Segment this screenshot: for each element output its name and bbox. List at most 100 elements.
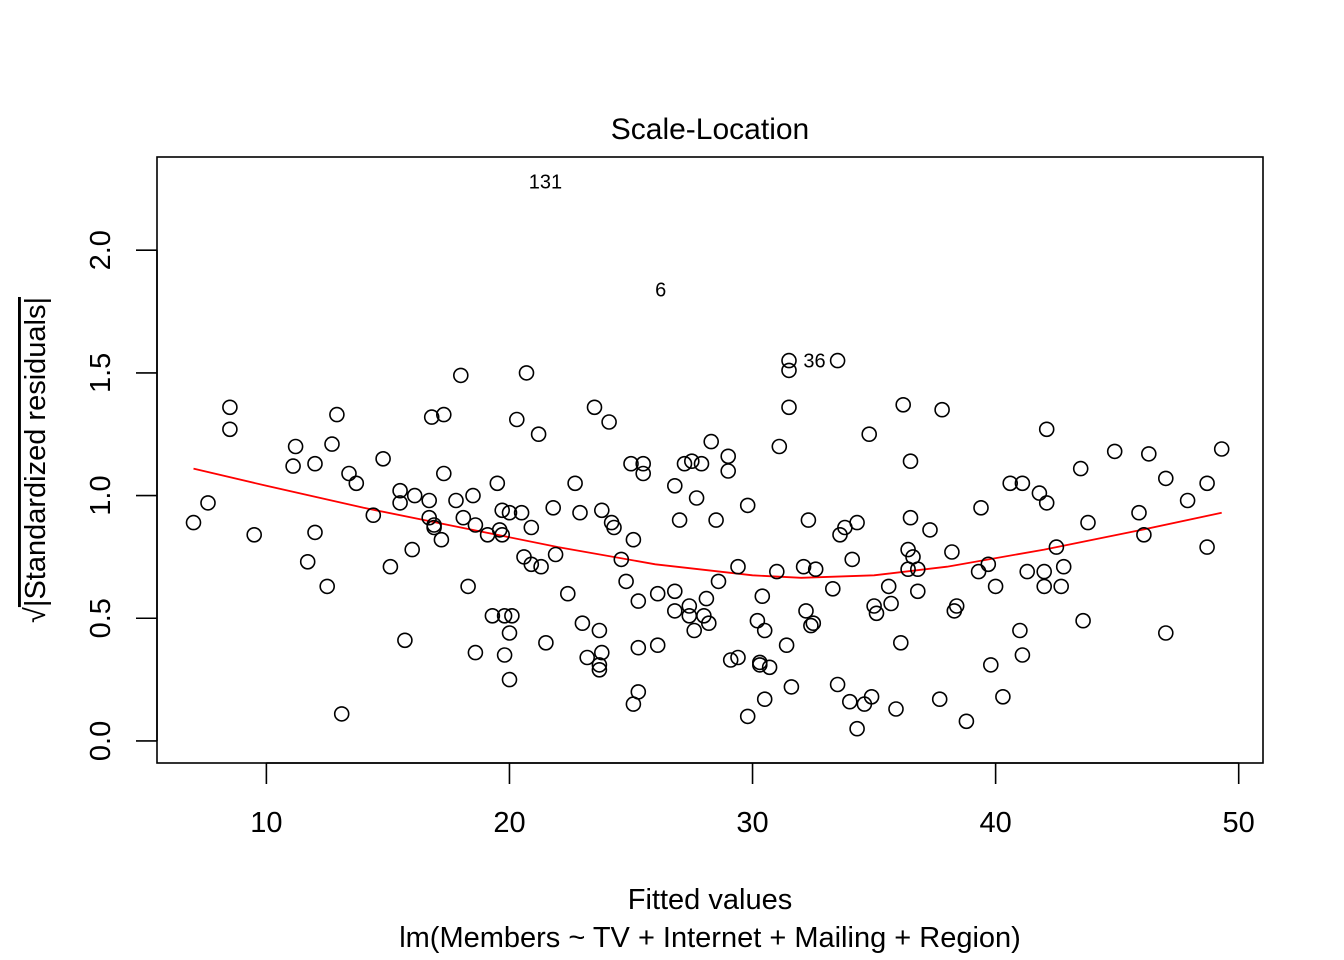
data-point xyxy=(635,455,652,472)
data-point xyxy=(559,585,576,602)
data-point xyxy=(666,477,683,494)
x-tick-label: 10 xyxy=(250,807,282,839)
data-point xyxy=(866,598,882,614)
data-point xyxy=(547,546,564,563)
data-point xyxy=(467,644,484,661)
data-point xyxy=(1055,558,1072,575)
x-tick-label: 40 xyxy=(979,807,1011,839)
chart-title: Scale-Location xyxy=(611,113,809,146)
data-point xyxy=(1213,441,1230,457)
data-point xyxy=(538,634,554,651)
data-point xyxy=(1014,475,1031,492)
y-tick-label: 2.0 xyxy=(85,230,117,270)
data-point xyxy=(504,607,520,624)
data-point xyxy=(681,598,698,614)
data-point xyxy=(1038,495,1055,511)
data-point xyxy=(754,588,771,605)
data-point xyxy=(341,465,357,482)
data-point xyxy=(948,598,965,614)
scatter-points xyxy=(185,352,1230,737)
data-point xyxy=(433,531,450,548)
data-point xyxy=(465,487,481,504)
data-point xyxy=(688,490,705,506)
data-point xyxy=(649,637,666,654)
data-point xyxy=(681,607,698,624)
x-tick-label: 30 xyxy=(736,807,768,839)
data-point xyxy=(1158,470,1174,487)
data-point xyxy=(501,671,518,688)
data-point xyxy=(630,593,647,609)
data-point xyxy=(970,563,987,580)
data-point xyxy=(397,632,413,649)
data-point xyxy=(1080,514,1096,531)
data-point xyxy=(756,622,773,639)
point-label: 131 xyxy=(529,172,562,194)
data-point xyxy=(931,691,948,708)
data-point xyxy=(452,367,469,384)
data-point xyxy=(888,701,904,717)
data-point xyxy=(1012,622,1028,639)
data-point xyxy=(601,414,617,430)
data-point xyxy=(730,558,746,575)
data-point xyxy=(574,615,591,632)
data-point xyxy=(319,578,336,595)
data-point xyxy=(545,499,562,516)
data-point xyxy=(720,448,737,465)
data-point xyxy=(805,615,822,632)
data-point xyxy=(392,482,408,499)
data-point xyxy=(1019,563,1035,580)
y-axis-label-text: |Standardized residuals| xyxy=(20,297,52,607)
data-point xyxy=(591,622,608,639)
data-point xyxy=(666,603,683,619)
data-point xyxy=(739,708,756,725)
data-point xyxy=(1036,578,1052,595)
data-point xyxy=(934,401,950,418)
data-point xyxy=(824,580,841,597)
data-point xyxy=(666,583,683,600)
data-point xyxy=(501,504,518,521)
data-point xyxy=(246,526,262,543)
data-point xyxy=(513,504,530,521)
data-point xyxy=(299,553,316,570)
data-point xyxy=(739,497,756,514)
x-axis: 10 20 30 40 50 xyxy=(250,762,1255,839)
smooth-trend-line xyxy=(193,467,1222,579)
data-point xyxy=(982,657,999,673)
data-point xyxy=(567,475,583,492)
data-point xyxy=(333,706,350,722)
data-point xyxy=(756,691,773,708)
data-point xyxy=(496,647,513,663)
sqrt-symbol: √ xyxy=(20,607,52,623)
data-point xyxy=(630,639,647,656)
data-point xyxy=(324,436,340,452)
data-point xyxy=(958,713,975,730)
data-point xyxy=(518,365,535,381)
data-point xyxy=(803,617,819,634)
data-point xyxy=(455,509,472,526)
data-point xyxy=(844,551,861,568)
data-point xyxy=(902,509,919,526)
data-point xyxy=(909,561,926,578)
data-point xyxy=(533,558,549,575)
data-point xyxy=(751,657,768,673)
data-point xyxy=(880,578,897,595)
data-point xyxy=(572,504,588,521)
data-point xyxy=(460,578,476,595)
data-point xyxy=(883,595,899,612)
data-point xyxy=(868,605,885,622)
point-label: 6 xyxy=(655,279,666,301)
data-point xyxy=(467,517,484,533)
data-point xyxy=(863,688,880,705)
data-point xyxy=(1075,612,1091,629)
data-point xyxy=(1002,475,1019,492)
data-point xyxy=(1179,492,1196,509)
data-point xyxy=(591,657,608,673)
data-point xyxy=(730,649,746,666)
data-point xyxy=(435,406,452,423)
x-axis-label: Fitted values xyxy=(628,884,792,916)
data-point xyxy=(618,573,634,590)
plot-frame xyxy=(156,156,1264,764)
data-point xyxy=(348,475,365,492)
data-point xyxy=(1141,446,1157,462)
